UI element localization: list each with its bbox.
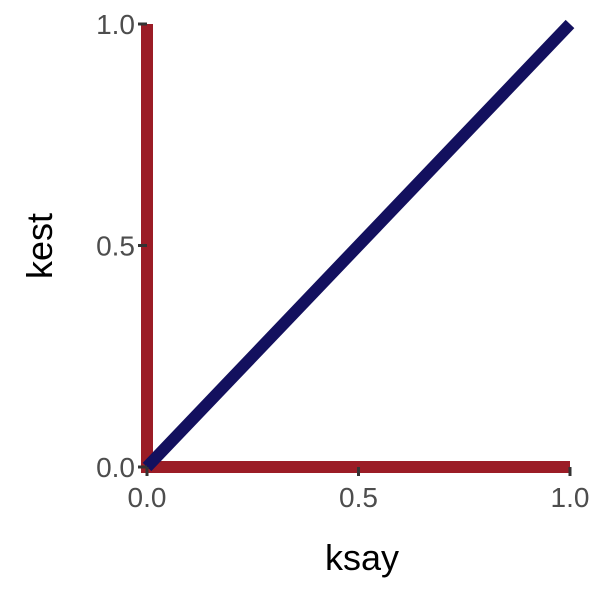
y-tick-label-2: 0.5 (96, 231, 135, 262)
x-tick-label-2: 0.5 (339, 482, 378, 513)
series-line-2 (142, 19, 575, 472)
y-tick-label-1: 0.0 (96, 452, 135, 483)
axes-layer: 0.0 0.5 1.0 0.0 0.5 1.0 (96, 9, 589, 513)
x-tick-label-1: 0.0 (128, 482, 167, 513)
y-axis-title: kest (19, 213, 60, 279)
x-axis-title: ksay (325, 537, 399, 578)
series-layer (141, 19, 575, 473)
y-tick-label-3: 1.0 (96, 9, 135, 40)
x-tick-label-3: 1.0 (551, 482, 590, 513)
